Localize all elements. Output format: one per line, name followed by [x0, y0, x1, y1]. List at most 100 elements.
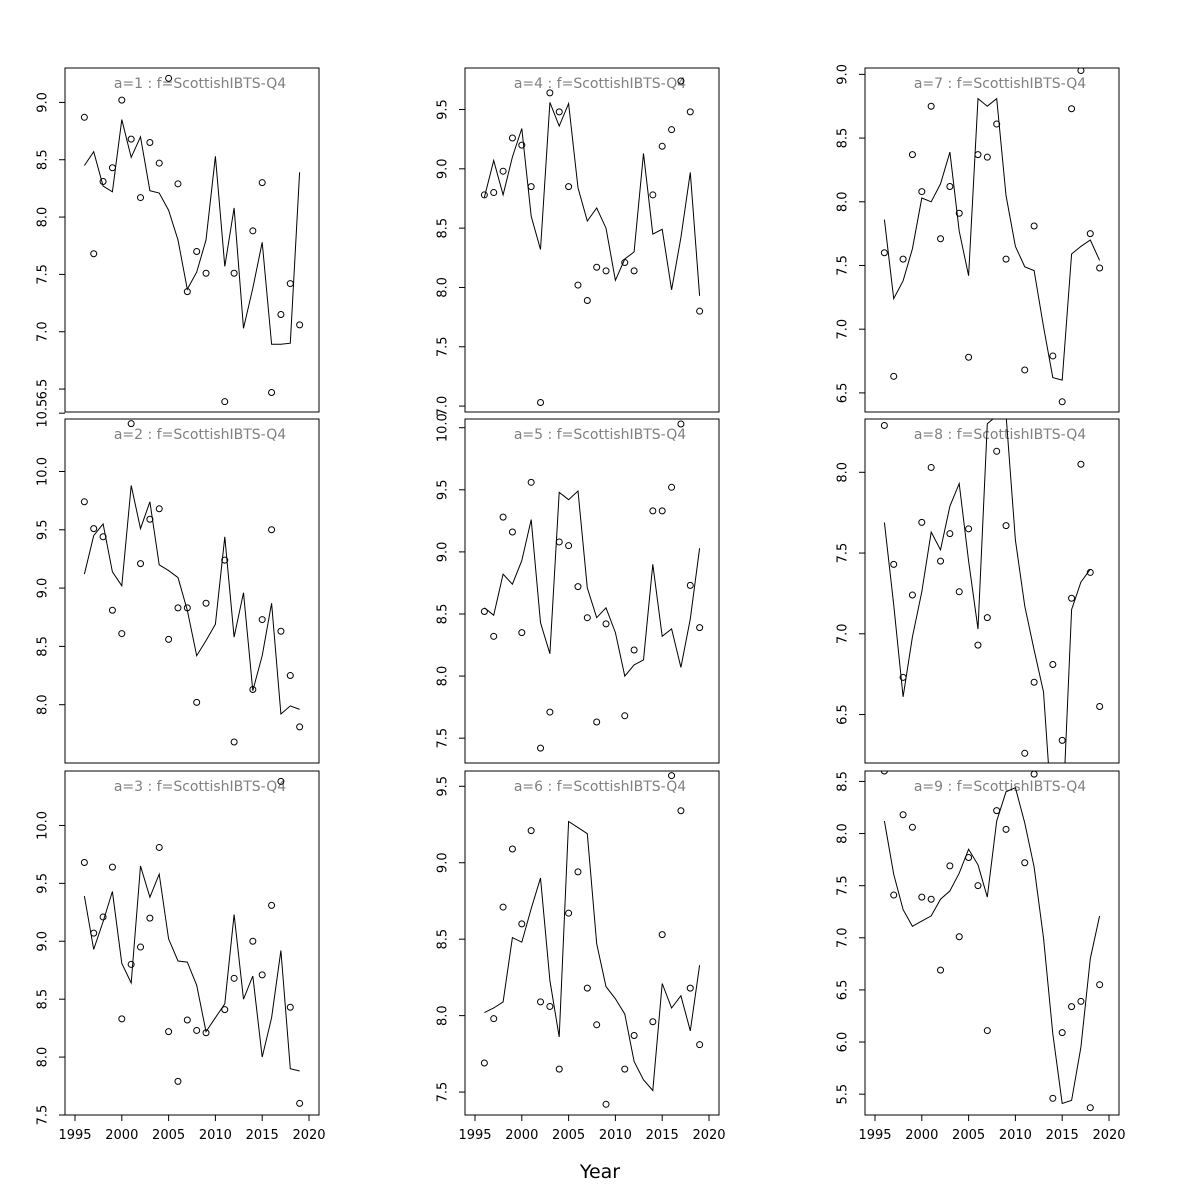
y-tick-label: 8.5 [36, 989, 51, 1010]
observed-point [1030, 678, 1038, 686]
observed-point [490, 632, 498, 640]
observed-point [296, 1099, 304, 1107]
observed-point [249, 227, 257, 235]
observed-point [118, 96, 126, 104]
observed-point [1058, 398, 1066, 406]
y-tick-label: 9.0 [36, 578, 51, 599]
y-tick-label: 9.0 [436, 852, 451, 873]
y-tick-label: 7.0 [836, 319, 851, 340]
y-tick-label: 7.0 [836, 927, 851, 948]
x-tick-label: 2020 [1092, 1128, 1125, 1143]
x-axis: 1995 2000 2005 2010 2015 2020 [58, 1115, 326, 1143]
fitted-line [484, 820, 701, 1092]
y-tick-label: 7.0 [836, 623, 851, 644]
observed-point [499, 513, 507, 521]
observed-point [658, 142, 666, 150]
y-tick-label: 8.0 [836, 823, 851, 844]
observed-point [258, 179, 266, 187]
observed-point [696, 1041, 704, 1049]
panel-8: a=8 : f=ScottishIBTS-Q4 6.5 7.0 7.5 8.0 [836, 418, 1120, 764]
observed-point [499, 167, 507, 175]
observed-point [268, 526, 276, 534]
observed-point [583, 614, 591, 622]
y-tick-label: 6.5 [36, 379, 51, 400]
observed-point [565, 542, 573, 550]
observed-point [946, 862, 954, 870]
observed-point [565, 909, 573, 917]
observed-point [183, 604, 191, 612]
plot-area [880, 419, 1104, 763]
observed-point [230, 738, 238, 746]
observed-point [565, 183, 573, 191]
y-axis: 7.5 8.0 8.5 9.0 9.5 [436, 776, 465, 1102]
observed-point [1058, 736, 1066, 744]
x-tick-label: 2010 [199, 1128, 232, 1143]
observed-point [1049, 660, 1057, 668]
panel-frame [464, 770, 720, 1116]
observed-point [508, 845, 516, 853]
observed-point [137, 943, 145, 951]
observed-point [249, 937, 257, 945]
observed-point [165, 74, 173, 82]
observed-point [918, 893, 926, 901]
plot-area [80, 420, 304, 746]
observed-point [593, 263, 601, 271]
y-tick-label: 9.0 [436, 158, 451, 179]
observed-point [146, 515, 154, 523]
x-tick-label: 2000 [905, 1128, 938, 1143]
y-tick-label: 10.0 [36, 457, 51, 486]
y-tick-label: 7.0 [436, 396, 451, 417]
y-tick-label: 8.0 [436, 666, 451, 687]
panel-title: a=8 : f=ScottishIBTS-Q4 [914, 427, 1086, 443]
panel-frame [864, 67, 1120, 413]
y-tick-label: 10.0 [436, 413, 451, 442]
observed-point [583, 984, 591, 992]
observed-point [668, 126, 676, 134]
observed-point [202, 1029, 210, 1037]
observed-point [686, 581, 694, 589]
y-tick-label: 10.0 [36, 811, 51, 840]
observed-point [621, 259, 629, 267]
observed-point [937, 235, 945, 243]
observed-point [480, 607, 488, 615]
y-tick-label: 7.5 [836, 875, 851, 896]
x-tick-label: 1995 [858, 1128, 891, 1143]
observed-point [602, 1100, 610, 1108]
plot-area [480, 420, 704, 752]
fitted-line [83, 485, 300, 716]
observed-point [137, 560, 145, 568]
observed-point [1002, 522, 1010, 530]
observed-point [146, 914, 154, 922]
observed-point [555, 1065, 563, 1073]
y-tick-label: 5.5 [836, 1084, 851, 1105]
observed-point [118, 1015, 126, 1023]
observed-point [268, 389, 276, 397]
observed-point [508, 528, 516, 536]
y-tick-label: 9.0 [36, 92, 51, 113]
x-axis: 1995 2000 2005 2010 2015 2020 [858, 1115, 1126, 1143]
y-tick-label: 8.5 [436, 604, 451, 625]
observed-point [174, 180, 182, 188]
observed-point [99, 913, 107, 921]
observed-point [908, 151, 916, 159]
observed-point [696, 624, 704, 632]
observed-point [193, 1026, 201, 1034]
y-axis: 5.5 6.0 6.5 7.0 7.5 8.0 8.5 [836, 771, 865, 1105]
observed-point [165, 635, 173, 643]
observed-point [137, 194, 145, 202]
observed-point [890, 891, 898, 899]
x-tick-label: 2020 [692, 1128, 725, 1143]
observed-point [108, 164, 116, 172]
observed-point [127, 135, 135, 143]
panel-title: a=4 : f=ScottishIBTS-Q4 [514, 76, 686, 92]
observed-point [974, 151, 982, 159]
observed-point [918, 518, 926, 526]
observed-point [658, 507, 666, 515]
x-axis-label: Year [579, 1161, 620, 1183]
observed-point [574, 583, 582, 591]
observed-point [899, 255, 907, 263]
observed-point [1077, 68, 1085, 75]
y-tick-label: 9.5 [36, 519, 51, 540]
y-tick-label: 8.5 [36, 636, 51, 657]
